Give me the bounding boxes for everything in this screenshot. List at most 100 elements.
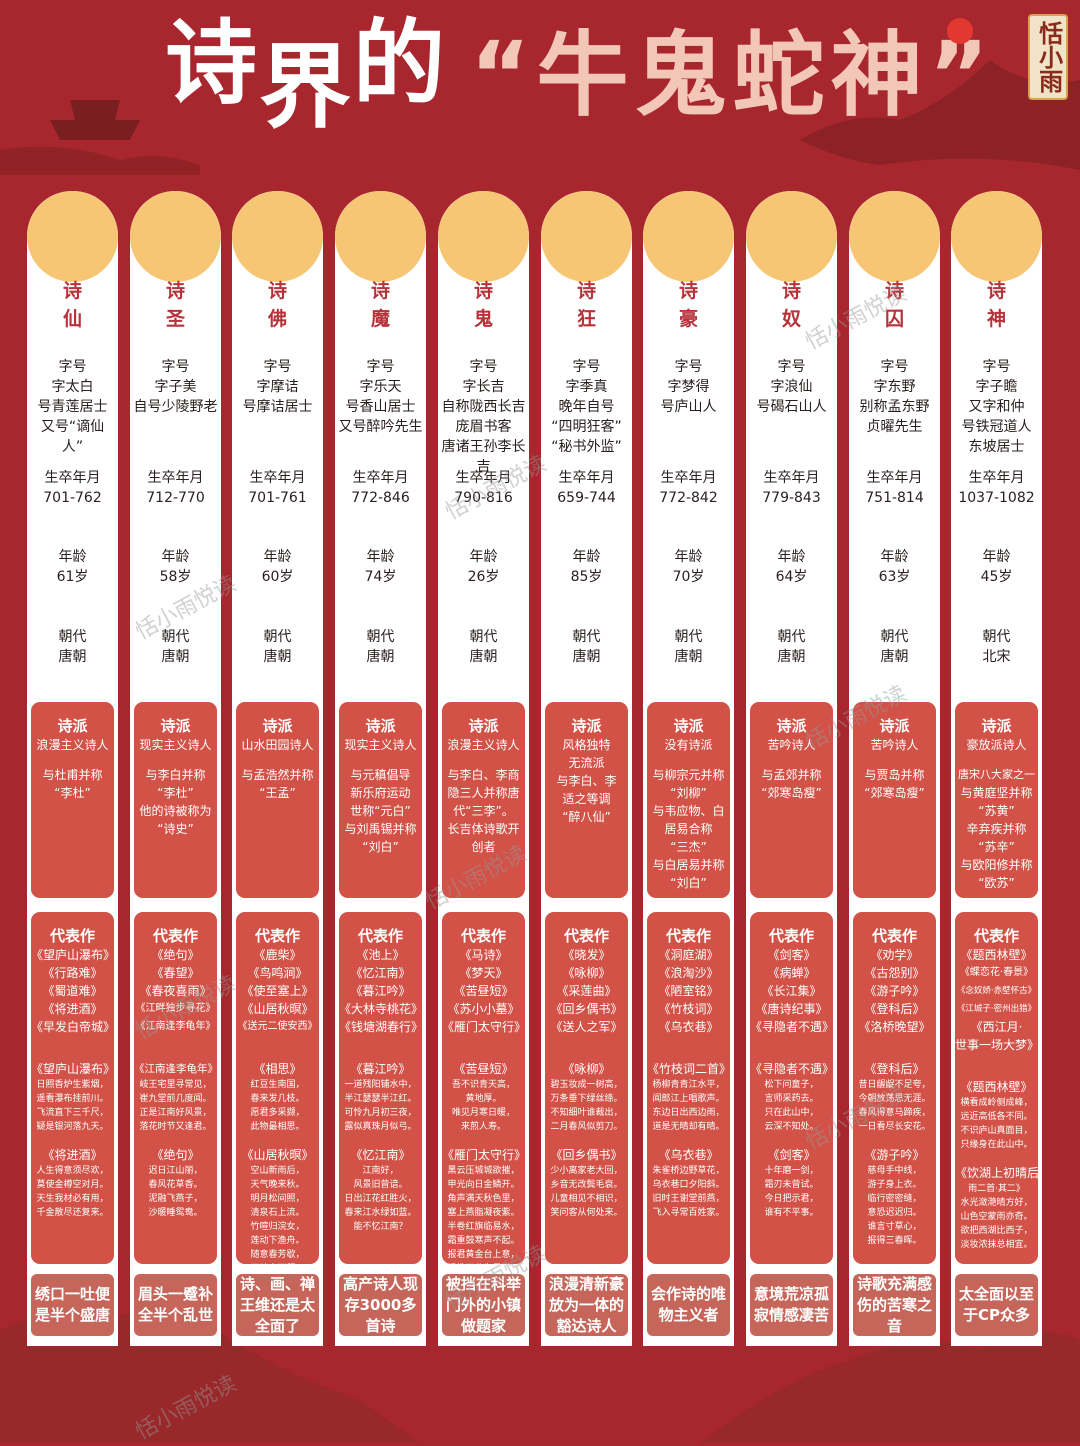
works-box: 代表作 《鹿柴》 《鸟鸣涧》 《使至塞上》 《山居秋暝》 《送元二使安西》 《相思》 红豆生南… xyxy=(236,912,319,1274)
zihao-label: 字号 xyxy=(58,359,87,375)
poet-title-char: 诗 xyxy=(576,280,596,302)
zihao-line: 字梦得 xyxy=(667,379,710,395)
zihao-line: 字季真 xyxy=(565,379,608,395)
spacer xyxy=(134,754,217,766)
zihao-block: 字号 字梦得 号庐山人 xyxy=(643,357,734,417)
lifespan-block: 生卒年月 751-814 xyxy=(849,468,940,508)
works-line: 《送元二使安西》 xyxy=(237,1021,318,1032)
poet-title: 诗囚 xyxy=(849,277,940,333)
poet-title-char: 诗 xyxy=(986,280,1006,302)
dynasty-value: 唐朝 xyxy=(880,649,909,665)
school-line: 苦吟诗人 xyxy=(767,738,816,752)
poet-title-char: 神 xyxy=(986,308,1006,330)
excerpt-line: 《寻隐者不遇》 xyxy=(750,1062,835,1076)
summary-text: 眉头一蹙补全半个乱世 xyxy=(137,1285,213,1324)
zihao-line: 号碣石山人 xyxy=(756,399,827,415)
works-box: 代表作 《洞庭湖》 《浪淘沙》 《陋室铭》 《竹枝词》 《乌衣巷》 《竹枝词二首》 杨柳青青江… xyxy=(647,912,731,1264)
zihao-label: 字号 xyxy=(674,359,703,375)
age-label: 年龄 xyxy=(366,549,395,565)
spacer xyxy=(236,754,319,766)
lifespan-value: 790-816 xyxy=(454,490,513,506)
excerpt-line: 不知细叶谁裁出， xyxy=(550,1108,623,1118)
lifespan-value: 779-843 xyxy=(762,490,821,506)
excerpt-line: 横看成岭侧成峰， xyxy=(960,1098,1033,1108)
sun-circle-icon xyxy=(130,191,221,282)
school-line: “刘白” xyxy=(670,876,707,890)
poet-column: 诗囚字号 字东野 别称孟东野 贞曜先生 生卒年月 751-814 年龄 63岁 朝代 唐朝 诗派 苦吟… xyxy=(849,191,940,1346)
excerpt-line: 莫使金樽空对月。 xyxy=(36,1180,109,1190)
excerpt-line: 《剑客》 xyxy=(767,1148,816,1162)
summary-box: 意境荒凉孤寂情感凄苦 xyxy=(750,1274,833,1336)
age-label: 年龄 xyxy=(880,549,909,565)
poet-title-char: 魔 xyxy=(370,308,390,330)
poet-title-char: 诗 xyxy=(267,280,287,302)
excerpt-line: 此物最相思。 xyxy=(250,1122,305,1132)
dynasty-value: 唐朝 xyxy=(469,649,498,665)
school-line: “郊寒岛瘦” xyxy=(761,786,822,800)
school-line: 与贾岛并称 xyxy=(864,768,925,782)
works-line: 《鸟鸣涧》 xyxy=(247,966,308,980)
excerpt-line: 黑云压城城欲摧， xyxy=(447,1166,520,1176)
title-char-2: 界 xyxy=(259,34,354,141)
dynasty-label: 朝代 xyxy=(880,629,909,645)
poet-title: 诗神 xyxy=(951,277,1042,333)
works-line: 代表作 xyxy=(357,927,403,945)
excerpt-line: 《游子吟》 xyxy=(864,1148,925,1162)
spacer xyxy=(545,1048,628,1060)
excerpt-line: 千金散尽还复来。 xyxy=(36,1208,109,1218)
school-box: 诗派 豪放派诗人 唐宋八大家之一 与黄庭坚并称 “苏黄” 辛弃疾并称 “苏辛” 与欧阳修并称 “… xyxy=(955,702,1038,898)
zihao-line: “四明狂客” xyxy=(551,419,622,435)
lifespan-label: 生卒年月 xyxy=(249,470,306,486)
excerpt-line: 《将进酒》 xyxy=(42,1148,103,1162)
summary-text: 意境荒凉孤寂情感凄苦 xyxy=(753,1285,829,1324)
sun-circle-icon xyxy=(335,191,426,282)
school-line: 与黄庭坚并称 xyxy=(960,786,1033,800)
school-label: 诗派 xyxy=(879,717,910,735)
spacer xyxy=(339,1036,422,1048)
school-line: 代“三李”。 xyxy=(453,804,514,818)
summary-box: 诗、画、禅王维还是太全面了 xyxy=(236,1274,319,1336)
zihao-line: 字摩诘 xyxy=(256,379,299,395)
lifespan-block: 生卒年月 1037-1082 xyxy=(951,468,1042,508)
summary-box: 高产诗人现存3000多首诗 xyxy=(339,1274,422,1336)
excerpt-line: 临行密密缝， xyxy=(867,1194,922,1204)
works-line: 世事一场大梦》 xyxy=(955,1038,1040,1052)
zihao-line: 字乐天 xyxy=(359,379,402,395)
works-line: 《早发白帝城》 xyxy=(31,1020,116,1034)
spacer xyxy=(31,1036,114,1048)
excerpt-line: 可怜九月初三夜， xyxy=(344,1108,417,1118)
poet-title-char: 诗 xyxy=(781,280,801,302)
school-line: 与李白、李商 xyxy=(447,768,520,782)
excerpt-line: 游子身上衣。 xyxy=(867,1180,922,1190)
zihao-line: 号摩诘居士 xyxy=(242,399,313,415)
lifespan-label: 生卒年月 xyxy=(44,470,101,486)
summary-text: 诗、画、禅王维还是太全面了 xyxy=(239,1274,315,1335)
zihao-label: 字号 xyxy=(572,359,601,375)
excerpt-line: 十年磨一剑， xyxy=(764,1166,819,1176)
excerpt-line: 言师采药去。 xyxy=(764,1094,819,1104)
school-line: 与杜甫并称 xyxy=(42,768,103,782)
school-label: 诗派 xyxy=(981,717,1012,735)
works-line: 《洛桥晚望》 xyxy=(858,1020,931,1034)
spacer xyxy=(545,1036,628,1048)
works-line: 《忆江南》 xyxy=(350,966,411,980)
excerpt-line: 《乌衣巷》 xyxy=(658,1148,719,1162)
poet-column: 诗奴字号 字浪仙 号碣石山人 生卒年月 779-843 年龄 64岁 朝代 唐朝 诗派 苦吟诗人 与孟… xyxy=(746,191,837,1346)
spacer xyxy=(134,1134,217,1146)
lifespan-label: 生卒年月 xyxy=(558,470,615,486)
excerpt-line: 松下问童子， xyxy=(764,1080,819,1090)
school-line: 新乐府运动 xyxy=(350,786,411,800)
zihao-line: 字长吉 xyxy=(462,379,505,395)
excerpt-line: 塞上燕脂凝夜紫。 xyxy=(447,1208,520,1218)
works-line: 《雁门太守行》 xyxy=(442,1020,527,1034)
summary-text: 会作诗的唯物主义者 xyxy=(650,1285,726,1324)
zihao-line: 字东野 xyxy=(873,379,916,395)
works-line: 《春望》 xyxy=(151,966,200,980)
summary-text: 浪漫清新豪放为一体的豁达诗人 xyxy=(548,1274,624,1335)
excerpt-line: 风景旧曾谙。 xyxy=(353,1180,408,1190)
school-label: 诗派 xyxy=(571,717,602,735)
lifespan-block: 生卒年月 712-770 xyxy=(130,468,221,508)
spacer xyxy=(545,1134,628,1146)
works-line: 代表作 xyxy=(152,927,198,945)
poet-column: 诗仙字号 字太白 号青莲居士 又号“谪仙 人” 生卒年月 701-762 年龄 61岁 朝代 唐朝诗… xyxy=(27,191,118,1346)
